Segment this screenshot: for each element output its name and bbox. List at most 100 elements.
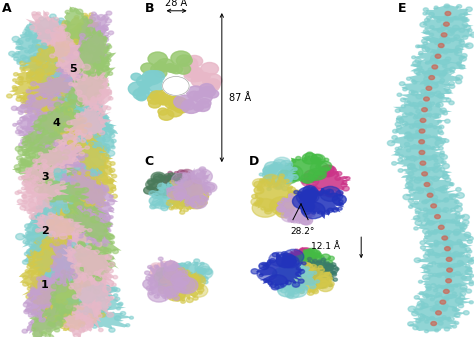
Polygon shape (75, 88, 112, 133)
Circle shape (58, 220, 63, 223)
Circle shape (93, 296, 98, 300)
Circle shape (80, 303, 86, 307)
Circle shape (86, 27, 95, 33)
Circle shape (77, 90, 82, 94)
Circle shape (29, 56, 34, 59)
Polygon shape (164, 171, 198, 191)
Circle shape (63, 139, 67, 142)
Circle shape (303, 186, 317, 196)
Circle shape (87, 261, 93, 265)
Circle shape (164, 174, 171, 178)
Circle shape (301, 175, 319, 187)
Circle shape (148, 281, 152, 284)
Circle shape (173, 273, 178, 276)
Circle shape (420, 161, 426, 165)
Circle shape (52, 255, 56, 259)
Circle shape (27, 90, 33, 94)
Circle shape (159, 110, 174, 120)
Circle shape (303, 250, 307, 252)
Polygon shape (416, 294, 473, 312)
Polygon shape (409, 197, 461, 215)
Circle shape (419, 317, 425, 321)
Circle shape (267, 187, 271, 190)
Circle shape (67, 29, 71, 32)
Circle shape (62, 311, 66, 314)
Circle shape (294, 190, 299, 194)
Circle shape (457, 284, 462, 287)
Circle shape (81, 211, 85, 214)
Circle shape (425, 61, 430, 64)
Circle shape (71, 293, 76, 297)
Circle shape (443, 208, 449, 212)
Circle shape (103, 80, 108, 83)
Circle shape (192, 178, 201, 184)
Circle shape (75, 189, 82, 194)
Circle shape (57, 42, 62, 45)
Circle shape (47, 295, 51, 297)
Circle shape (304, 199, 308, 202)
Circle shape (60, 103, 64, 106)
Circle shape (63, 32, 70, 37)
Circle shape (426, 106, 432, 111)
Circle shape (88, 28, 94, 32)
Circle shape (69, 74, 73, 77)
Circle shape (76, 256, 82, 261)
Circle shape (73, 41, 78, 44)
Circle shape (52, 17, 59, 22)
Polygon shape (50, 26, 85, 84)
Circle shape (287, 255, 292, 258)
Circle shape (74, 114, 79, 117)
Circle shape (66, 292, 72, 296)
Circle shape (105, 67, 109, 70)
Circle shape (91, 12, 96, 15)
Circle shape (34, 331, 43, 337)
Circle shape (59, 104, 64, 108)
Circle shape (90, 48, 94, 51)
Circle shape (452, 292, 456, 295)
Circle shape (186, 56, 203, 67)
Polygon shape (65, 205, 115, 241)
Circle shape (328, 277, 333, 281)
Circle shape (93, 281, 100, 285)
Circle shape (147, 94, 162, 104)
Circle shape (83, 131, 88, 134)
Circle shape (73, 48, 79, 52)
Circle shape (104, 296, 110, 300)
Circle shape (440, 187, 445, 190)
Circle shape (81, 179, 85, 182)
Circle shape (449, 82, 455, 85)
Circle shape (76, 141, 82, 145)
Circle shape (191, 184, 206, 194)
Circle shape (59, 234, 67, 239)
Circle shape (56, 53, 60, 56)
Circle shape (22, 181, 29, 186)
Circle shape (89, 132, 92, 135)
Circle shape (58, 304, 63, 307)
Circle shape (81, 293, 86, 297)
Polygon shape (400, 92, 451, 109)
Circle shape (96, 314, 102, 318)
Circle shape (152, 187, 160, 193)
Circle shape (109, 31, 114, 35)
Circle shape (77, 294, 83, 298)
Circle shape (103, 159, 108, 163)
Circle shape (54, 93, 62, 98)
Circle shape (57, 281, 61, 284)
Circle shape (252, 194, 257, 198)
Circle shape (106, 222, 112, 227)
Circle shape (56, 317, 62, 321)
Polygon shape (393, 101, 452, 119)
Circle shape (64, 116, 70, 120)
Circle shape (63, 143, 67, 145)
Circle shape (148, 286, 170, 302)
Circle shape (51, 46, 55, 49)
Circle shape (83, 270, 90, 275)
Circle shape (300, 262, 316, 272)
Circle shape (63, 170, 73, 177)
Circle shape (62, 32, 68, 36)
Circle shape (103, 37, 107, 40)
Circle shape (255, 203, 259, 206)
Circle shape (266, 181, 272, 185)
Circle shape (79, 34, 84, 38)
Circle shape (60, 197, 65, 200)
